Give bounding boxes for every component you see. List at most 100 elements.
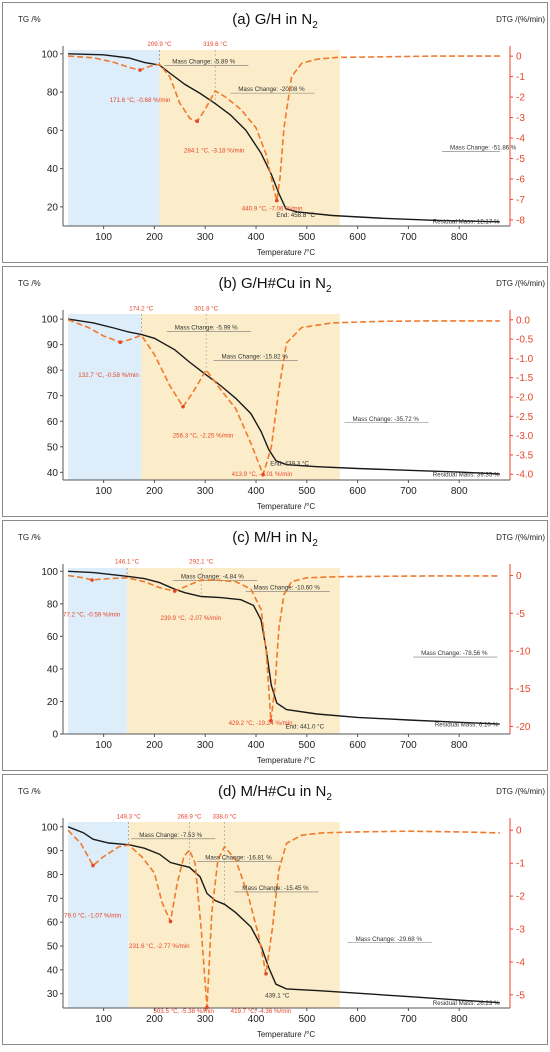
x-axis-label: Temperature /°C bbox=[257, 248, 316, 257]
tg-curve bbox=[68, 570, 500, 725]
y-tick-label-left: 60 bbox=[47, 417, 59, 428]
panel-b: (b) G/H#Cu in N2 TG /% DTG /(%/min) Tempera… bbox=[2, 266, 548, 517]
y-tick-label-left: 100 bbox=[41, 49, 58, 60]
y-tick-label-right: 0 bbox=[516, 826, 522, 837]
chart-title: (b) G/H#Cu in N2 bbox=[218, 275, 332, 295]
chart-title-main: (b) G/H#Cu in N bbox=[218, 275, 326, 292]
x-tick-label: 100 bbox=[95, 232, 112, 243]
x-tick-label: 700 bbox=[400, 486, 417, 497]
chart-title-main: (d) M/H#Cu in N bbox=[218, 783, 326, 800]
x-tick-label: 800 bbox=[451, 740, 468, 751]
x-tick-label: 100 bbox=[95, 1014, 112, 1025]
shaded-region-blue bbox=[68, 568, 128, 734]
chart-title: (a) G/H in N2 bbox=[232, 11, 318, 31]
y-tick-label-right: -3.0 bbox=[516, 431, 534, 442]
annotation-label: 132.7 °C, -0.58 %/min bbox=[78, 372, 139, 379]
chart-title-subscript: 2 bbox=[326, 284, 332, 295]
annotation-label: 268.9 °C bbox=[177, 813, 202, 820]
dtg-peak-point bbox=[264, 971, 268, 976]
annotation-label: Mass Change: -20.08 % bbox=[238, 86, 305, 93]
annotation-label: Mass Change: -29.68 % bbox=[356, 936, 423, 943]
y-tick-label-right: -0.5 bbox=[516, 335, 534, 346]
panel-c: (c) M/H in N2 TG /% DTG /(%/min) Temperatur… bbox=[2, 520, 548, 771]
dtg-peak-point bbox=[269, 718, 273, 723]
annotation-label: End: 458.8 °C bbox=[276, 212, 315, 219]
y-tick-label-right: -2 bbox=[516, 93, 525, 104]
annotation-label: Residual Mass: 39.35 % bbox=[433, 472, 500, 479]
dtg-peak-point bbox=[138, 68, 142, 72]
y-tick-label-right: -3 bbox=[516, 924, 525, 935]
y-tick-label-right: -1 bbox=[516, 859, 525, 870]
annotation-label: 284.1 °C, -3.18 %/min bbox=[184, 147, 245, 154]
annotation-label: 338.0 °C bbox=[212, 813, 237, 820]
y-tick-label-right: 0 bbox=[516, 52, 522, 63]
annotation-label: 301.8 °C bbox=[194, 306, 219, 313]
dtg-peak-point bbox=[118, 340, 123, 344]
y-tick-label-left: 50 bbox=[47, 442, 59, 453]
y-tick-label-right: -5 bbox=[516, 154, 525, 165]
y-tick-label-left: 40 bbox=[47, 164, 59, 175]
y-tick-label-right: -2.5 bbox=[516, 412, 534, 423]
x-tick-label: 200 bbox=[146, 232, 163, 243]
x-tick-label: 500 bbox=[298, 1014, 315, 1025]
y-tick-label-left: 100 bbox=[41, 315, 58, 326]
x-tick-label: 700 bbox=[400, 232, 417, 243]
y-tick-label-right: -2 bbox=[516, 892, 525, 903]
y-tick-label-left: 60 bbox=[47, 126, 59, 137]
y-tick-label-left: 80 bbox=[47, 366, 59, 377]
dtg-curve bbox=[67, 574, 500, 721]
annotation-label: 79.0 °C, -1.07 %/min bbox=[64, 912, 122, 919]
dtg-peak-point bbox=[181, 404, 185, 409]
chart-title-main: (a) G/H in N bbox=[232, 11, 312, 28]
annotation-label: Mass Change: -15.45 % bbox=[242, 885, 309, 892]
annotation-label: Mass Change: -78.56 % bbox=[421, 650, 488, 657]
y-tick-label-right: -3 bbox=[516, 113, 525, 124]
chart-title-subscript: 2 bbox=[326, 792, 332, 803]
x-axis-label: Temperature /°C bbox=[257, 1030, 316, 1039]
x-tick-label: 700 bbox=[400, 1014, 417, 1025]
x-tick-label: 400 bbox=[248, 232, 265, 243]
dtg-peak-point bbox=[274, 198, 279, 203]
annotation-label: Mass Change: -5.89 % bbox=[172, 58, 235, 65]
y-tick-label-left: 40 bbox=[47, 664, 59, 675]
y-tick-label-right: -6 bbox=[516, 174, 525, 185]
x-tick-label: 800 bbox=[451, 1014, 468, 1025]
annotation-label: End: 441.0 °C bbox=[285, 724, 324, 731]
annotation-label: 209.9 °C bbox=[147, 41, 172, 48]
y-tick-label-right: -1.5 bbox=[516, 373, 534, 384]
annotation-label: 439.1 °C bbox=[265, 992, 290, 999]
x-tick-label: 200 bbox=[146, 486, 163, 497]
x-tick-label: 600 bbox=[349, 1014, 366, 1025]
x-tick-label: 500 bbox=[298, 740, 315, 751]
dtg-peak-point bbox=[90, 578, 94, 582]
annotation-label: 146.1 °C bbox=[115, 559, 140, 566]
y-tick-label-left: 60 bbox=[47, 632, 59, 643]
y-tick-label-left: 90 bbox=[47, 340, 59, 351]
annotation-label: 413.9 °C, -4.01 %/min bbox=[232, 471, 293, 478]
x-tick-label: 300 bbox=[197, 1014, 214, 1025]
y-tick-label-right: -2.0 bbox=[516, 393, 534, 404]
annotation-label: End: 439.3 °C bbox=[270, 461, 309, 468]
y-tick-label-right: -4 bbox=[516, 957, 525, 968]
y-tick-label-left: 80 bbox=[47, 870, 59, 881]
y-tick-label-right: -15 bbox=[516, 684, 531, 695]
y-tick-label-right: -8 bbox=[516, 215, 525, 226]
y-tick-label-left: 70 bbox=[47, 894, 59, 905]
dtg-curve bbox=[68, 55, 500, 201]
y-axis-label-left: TG /% bbox=[18, 787, 41, 796]
dtg-peak-point bbox=[91, 863, 95, 868]
chart-title: (d) M/H#Cu in N2 bbox=[218, 783, 332, 803]
shaded-region-blue bbox=[68, 50, 160, 226]
x-tick-label: 500 bbox=[298, 486, 315, 497]
x-axis-label: Temperature /°C bbox=[257, 756, 316, 765]
x-tick-label: 700 bbox=[400, 740, 417, 751]
x-tick-label: 200 bbox=[146, 740, 163, 751]
annotation-label: 239.9 °C, -2.07 %/min bbox=[161, 615, 222, 622]
y-tick-label-left: 30 bbox=[47, 989, 59, 1000]
x-tick-label: 100 bbox=[95, 486, 112, 497]
annotation-label: 231.6 °C, -2.77 %/min bbox=[129, 943, 190, 950]
y-tick-label-right: -7 bbox=[516, 195, 525, 206]
y-tick-label-right: -1.0 bbox=[516, 354, 534, 365]
annotation-label: 319.6 °C bbox=[203, 41, 228, 48]
